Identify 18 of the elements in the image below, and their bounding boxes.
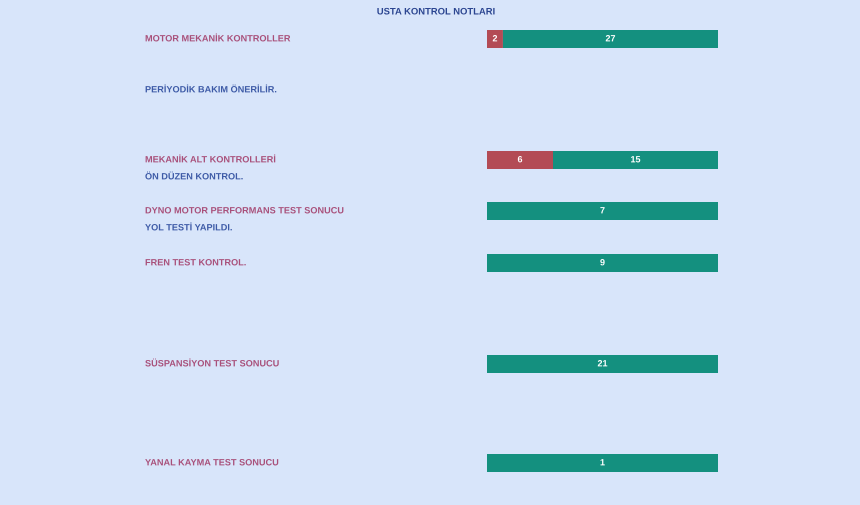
data-label: 6: [518, 156, 522, 162]
text: ÖN DÜZEN KONTROL.: [145, 172, 243, 180]
data-label: 7: [600, 207, 605, 214]
data-label: 2: [492, 35, 498, 42]
data-label: 15: [631, 156, 640, 162]
y-tick-label: MOTOR MEKANİK KONTROLLER: [146, 34, 290, 42]
data-label: 27: [606, 35, 616, 42]
y-tick-label: MEKANİK ALT KONTROLLERİ: [146, 154, 276, 162]
y-tick-label: DYNO MOTOR PERFORMANS TEST SONUCU: [146, 206, 344, 214]
y-tick-label: SÜSPANSİYON TEST SONUCU: [145, 358, 279, 366]
data-label: 1: [600, 459, 605, 466]
text: PERİYODİK BAKIM ÖNERİLİR.: [146, 84, 276, 92]
data-label: 9: [600, 259, 605, 266]
data-label: 21: [598, 360, 608, 366]
y-tick-label: FREN TEST KONTROL.: [146, 258, 246, 266]
text: YOL TESTİ YAPILDI.: [145, 222, 232, 230]
chart-title: USTA KONTROL NOTLARI: [377, 8, 495, 15]
y-tick-label: YANAL KAYMA TEST SONUCU: [145, 458, 278, 466]
